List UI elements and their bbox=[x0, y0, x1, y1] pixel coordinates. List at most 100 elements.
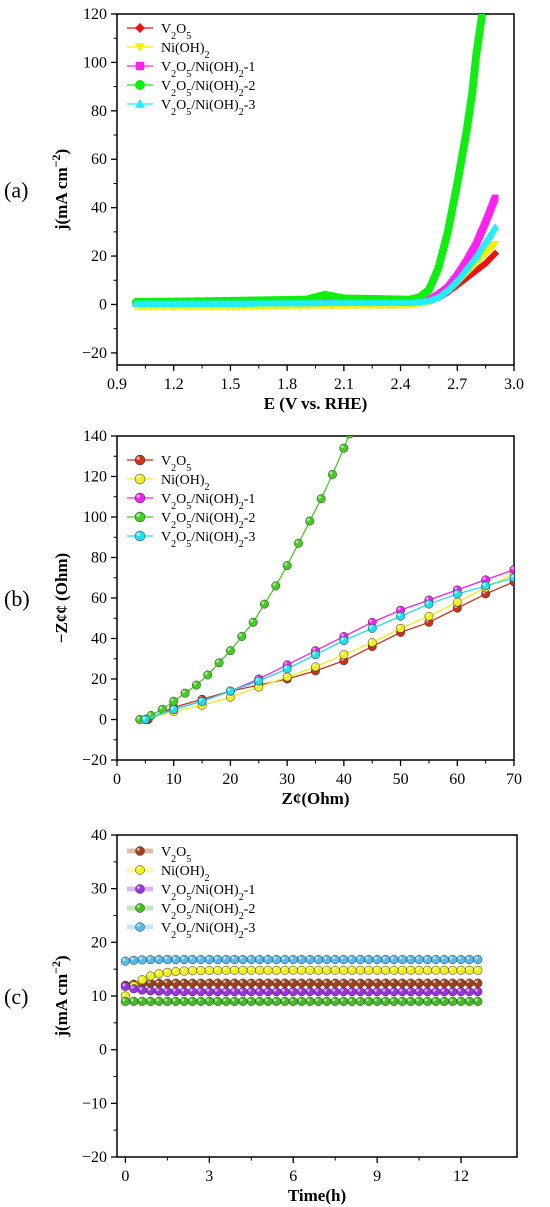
series-4-point-highlight bbox=[348, 956, 352, 960]
series-4-point-highlight bbox=[323, 956, 327, 960]
series-2-point bbox=[196, 987, 206, 997]
series-0-point-highlight bbox=[340, 980, 344, 984]
series-1-point-highlight bbox=[332, 967, 336, 971]
series-1-line bbox=[145, 573, 514, 721]
series-1-point-highlight bbox=[458, 967, 462, 971]
panel-0-plot bbox=[131, 14, 500, 311]
series-4-point-highlight bbox=[432, 956, 436, 960]
series-2-point bbox=[221, 987, 231, 997]
series-4-point-highlight bbox=[458, 956, 462, 960]
series-2-point-highlight bbox=[206, 988, 210, 992]
series-2-point-highlight bbox=[399, 988, 403, 992]
series-1-point bbox=[313, 965, 323, 975]
series-3-point-highlight bbox=[382, 998, 386, 1002]
series-2-point-highlight bbox=[281, 988, 285, 992]
series-1-point bbox=[473, 965, 483, 975]
series-1-point bbox=[271, 965, 281, 975]
series-4-point bbox=[422, 954, 433, 965]
series-0-point bbox=[422, 978, 433, 988]
series-3-point bbox=[305, 996, 315, 1006]
series-2-point bbox=[305, 987, 315, 997]
series-1-point-highlight bbox=[223, 967, 227, 971]
series-4-point bbox=[221, 954, 231, 965]
series-2-point-highlight bbox=[425, 597, 429, 601]
series-4-point-highlight bbox=[482, 582, 486, 586]
legend-marker-highlight bbox=[136, 923, 140, 927]
series-3-point bbox=[246, 996, 256, 1006]
series-2-point-highlight bbox=[248, 988, 252, 992]
legend-marker bbox=[135, 61, 145, 71]
series-1-point-highlight bbox=[432, 967, 436, 971]
series-0-point bbox=[347, 978, 357, 988]
series-2-point-highlight bbox=[223, 988, 227, 992]
series-3-point bbox=[322, 996, 332, 1006]
series-4-point-highlight bbox=[139, 956, 143, 960]
series-4-point bbox=[120, 956, 130, 966]
y-tick-label: 100 bbox=[83, 54, 107, 71]
series-3-point bbox=[355, 996, 365, 1006]
series-2-point-highlight bbox=[164, 988, 168, 992]
series-1-point-highlight bbox=[122, 992, 126, 996]
series-2-point bbox=[137, 985, 147, 995]
series-2-point bbox=[146, 986, 156, 996]
series-4-point bbox=[406, 954, 416, 965]
series-1-point bbox=[414, 965, 424, 975]
series-3-point-highlight bbox=[265, 998, 269, 1002]
series-3-point bbox=[294, 538, 303, 548]
series-1-point-highlight bbox=[315, 967, 319, 971]
series-2-point-highlight bbox=[273, 988, 277, 992]
series-1-point-highlight bbox=[399, 967, 403, 971]
series-4-point bbox=[330, 954, 340, 965]
series-4-point-highlight bbox=[416, 956, 420, 960]
series-0-point bbox=[213, 978, 223, 988]
y-tick-label: −20 bbox=[82, 345, 107, 362]
series-3-point-highlight bbox=[261, 601, 265, 605]
series-1-point bbox=[339, 965, 349, 975]
series-4-point bbox=[263, 954, 273, 965]
legend-marker bbox=[134, 454, 146, 466]
series-4-point-highlight bbox=[290, 956, 294, 960]
series-0-point bbox=[355, 978, 365, 988]
series-0-point bbox=[456, 978, 466, 988]
y-tick-label: 20 bbox=[91, 934, 107, 951]
legend-marker bbox=[135, 846, 145, 856]
series-1-point bbox=[422, 965, 433, 975]
series-4-point bbox=[197, 696, 207, 706]
series-3-point bbox=[255, 996, 265, 1006]
series-3-point-highlight bbox=[348, 998, 352, 1002]
series-1-point-highlight bbox=[155, 970, 159, 974]
series-2-point bbox=[204, 987, 214, 997]
series-3-point-highlight bbox=[424, 998, 428, 1002]
series-3-point bbox=[389, 996, 399, 1006]
series-3-point-highlight bbox=[130, 998, 134, 1002]
series-0-point bbox=[171, 978, 181, 988]
series-3-point-highlight bbox=[182, 690, 186, 694]
x-tick-label: 2.4 bbox=[391, 376, 411, 393]
series-1-point bbox=[330, 965, 340, 975]
series-3-point-highlight bbox=[250, 619, 254, 623]
series-2-point bbox=[456, 987, 466, 997]
series-0-point-highlight bbox=[458, 980, 462, 984]
series-1-point-highlight bbox=[416, 967, 420, 971]
series-2-point bbox=[389, 987, 399, 997]
series-0-point-highlight bbox=[197, 980, 201, 984]
series-3-point-highlight bbox=[155, 998, 159, 1002]
series-3-point-highlight bbox=[407, 998, 411, 1002]
series-3-point bbox=[372, 996, 382, 1006]
series-3-point bbox=[221, 996, 231, 1006]
series-4-point-highlight bbox=[340, 956, 344, 960]
y-tick-label: 40 bbox=[91, 200, 107, 217]
series-1-point-highlight bbox=[312, 663, 316, 667]
series-1-point-highlight bbox=[407, 967, 411, 971]
series-1-point bbox=[282, 672, 292, 682]
series-3-point bbox=[339, 443, 349, 453]
series-3-point-highlight bbox=[332, 998, 336, 1002]
series-4-point bbox=[452, 589, 462, 599]
series-1-point bbox=[221, 965, 231, 975]
series-2-point bbox=[255, 987, 265, 997]
series-3-point-highlight bbox=[449, 998, 453, 1002]
series-1-point bbox=[380, 965, 391, 975]
series-0-point-highlight bbox=[281, 980, 285, 984]
series-0-point bbox=[263, 978, 273, 988]
series-3-point-highlight bbox=[399, 998, 403, 1002]
